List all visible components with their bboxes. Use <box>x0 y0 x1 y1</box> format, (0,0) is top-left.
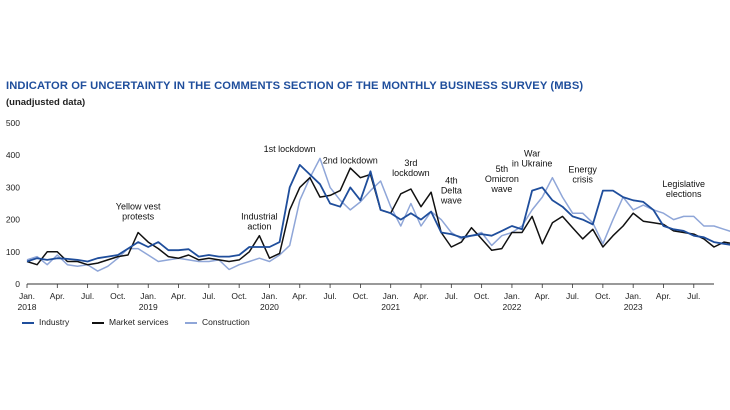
x-tick-label: Oct. <box>110 291 126 301</box>
legend-item-construction: Construction <box>185 317 250 327</box>
legend-swatch-market-services <box>92 321 104 324</box>
legend-item-market-services: Market services <box>92 317 169 327</box>
series-line-construction <box>26 157 730 272</box>
x-tick-label: Apr. <box>292 291 307 301</box>
x-tick-label: Apr. <box>413 291 428 301</box>
x-year-label: 2022 <box>502 302 521 312</box>
x-tick-label: Oct. <box>353 291 369 301</box>
chart-subtitle: (unadjusted data) <box>6 97 86 108</box>
series-line-market-services <box>26 167 730 266</box>
legend-label-industry: Industry <box>39 317 70 327</box>
x-year-label: 2020 <box>260 302 279 312</box>
x-tick-label: Oct. <box>231 291 247 301</box>
x-tick-label: Jan. <box>140 291 156 301</box>
annotations: Yellow vest protests Industrial action 1st l… <box>116 144 705 231</box>
x-tick-label: Jul. <box>566 291 579 301</box>
y-tick-label: 400 <box>6 150 20 160</box>
x-tick-label: Oct. <box>474 291 490 301</box>
series-lines <box>26 157 730 272</box>
legend-label-market-services: Market services <box>109 317 169 327</box>
annotation-label: 3rd lockdown <box>392 158 430 178</box>
annotation-label: 1st lockdown <box>264 144 316 154</box>
x-axis: Jan. Apr. Jul. Oct. Jan. Apr. Jul. Oct. Jan. Apr.… <box>18 283 714 312</box>
x-tick-label: Jan. <box>504 291 520 301</box>
annotation-label: Legislative elections <box>662 179 705 199</box>
series-line-industry <box>26 163 730 263</box>
x-tick-label: Apr. <box>171 291 186 301</box>
x-tick-label: Jan. <box>261 291 277 301</box>
x-year-label: 2018 <box>18 302 37 312</box>
x-tick-label: Jul. <box>323 291 336 301</box>
x-tick-label: Oct. <box>595 291 611 301</box>
legend-swatch-industry <box>22 321 34 324</box>
x-tick-label: Jul. <box>687 291 700 301</box>
legend-label-construction: Construction <box>202 317 250 327</box>
legend-item-industry: Industry <box>22 317 69 327</box>
x-tick-label: Jul. <box>81 291 94 301</box>
x-tick-label: Apr. <box>50 291 65 301</box>
y-tick-label: 100 <box>6 247 20 257</box>
annotation-label: 2nd lockdown <box>323 155 378 165</box>
y-tick-label: 0 <box>15 279 20 289</box>
annotation-label: Industrial action <box>241 211 278 231</box>
annotation-label: 5th Omicron wave <box>485 164 519 194</box>
y-tick-label: 300 <box>6 182 20 192</box>
x-tick-label: Jan. <box>383 291 399 301</box>
annotation-label: War in Ukraine <box>512 148 553 168</box>
annotation-label: 4th Delta wave <box>440 176 462 206</box>
y-tick-label: 200 <box>6 215 20 225</box>
x-tick-label: Jan. <box>19 291 35 301</box>
y-tick-label: 500 <box>6 118 20 128</box>
x-tick-label: Jul. <box>202 291 215 301</box>
legend-swatch-construction <box>185 321 197 324</box>
x-tick-label: Apr. <box>656 291 671 301</box>
x-tick-label: Jan. <box>625 291 641 301</box>
annotation-label: Energy crisis <box>568 165 597 185</box>
x-year-label: 2023 <box>624 302 643 312</box>
x-year-label: 2021 <box>381 302 400 312</box>
annotation-label: Yellow vest protests <box>116 202 161 222</box>
x-year-label: 2019 <box>139 302 158 312</box>
y-axis: 0 100 200 300 400 500 <box>6 118 20 289</box>
x-tick-label: Jul. <box>445 291 458 301</box>
x-tick-label: Apr. <box>535 291 550 301</box>
chart-title: INDICATOR OF UNCERTAINTY IN THE COMMENTS… <box>6 80 584 92</box>
